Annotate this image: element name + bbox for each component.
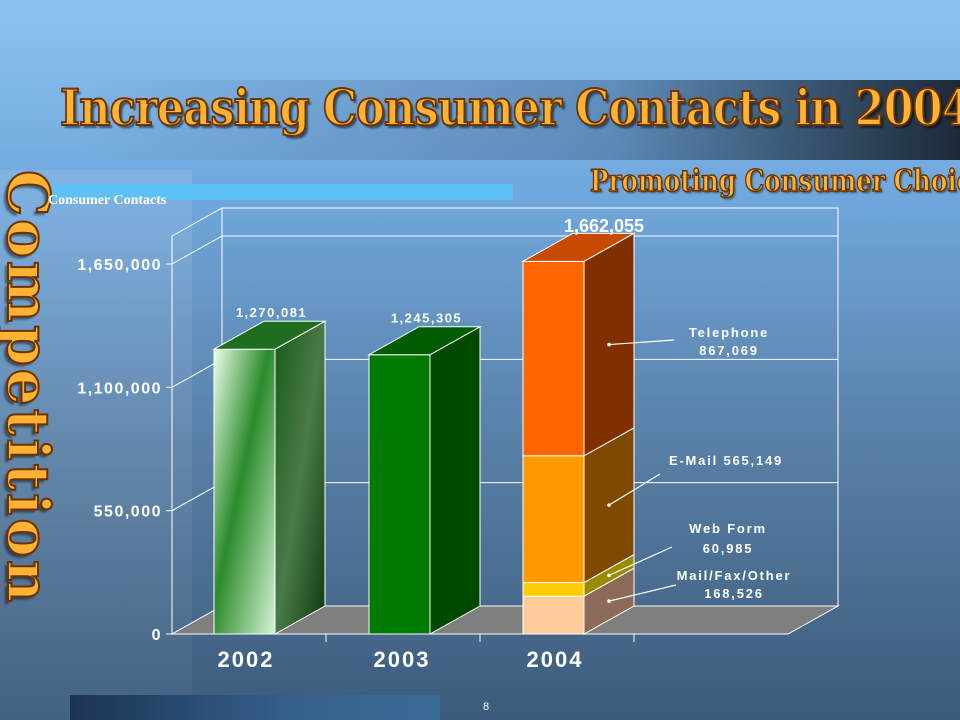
callout-line-e-mail	[608, 473, 661, 506]
bar-2004-mail-fax-other-front	[522, 595, 585, 635]
bar-2003-top	[367, 326, 482, 356]
bar-2003-side	[429, 325, 481, 635]
callout-line-web-form	[608, 546, 673, 576]
bar-2002-top	[212, 320, 327, 350]
callout-line-mail-fax-other	[608, 584, 677, 602]
bar-2004-telephone-front	[522, 260, 585, 457]
segment-label-web-form: Web Form	[689, 521, 767, 536]
bar-2003-front	[368, 354, 431, 635]
category-label-2002: 2002	[218, 647, 275, 672]
y-tick-label: 1,650,000	[77, 257, 162, 274]
slide-subtitle: Promoting Consumer Choice	[589, 163, 960, 200]
bar-2004-e-mail-front	[522, 455, 585, 584]
segment-label-e-mail: E-Mail 565,149	[669, 453, 783, 468]
value-label-2003: 1,245,305	[391, 311, 462, 326]
y-tick-label: 0	[152, 627, 162, 644]
callout-line-telephone	[608, 339, 675, 346]
segment-label-mail-fax-other: Mail/Fax/Other	[677, 568, 792, 583]
title-bar	[80, 80, 960, 160]
bar-2004-web-form-front	[522, 582, 585, 597]
footer-bar	[70, 695, 440, 720]
segment-label-web-form: 60,985	[703, 541, 754, 556]
bar-2002-side	[274, 320, 326, 635]
accent-line	[48, 184, 513, 200]
category-label-2003: 2003	[374, 647, 431, 672]
callout-point-web-form	[607, 573, 611, 578]
segment-label-telephone: 867,069	[699, 343, 759, 358]
y-axis-title: Consumer Contacts	[48, 193, 167, 208]
callout-point-e-mail	[607, 503, 611, 507]
y-tick-label: 1,100,000	[77, 380, 162, 397]
gridline-diagonal	[171, 235, 223, 265]
bar-2002-front	[213, 348, 276, 635]
category-label-2004: 2004	[527, 647, 584, 672]
callout-point-telephone	[607, 342, 611, 347]
slide-title: Increasing Consumer Contacts in 2004	[59, 77, 960, 138]
callout-point-mail-fax-other	[607, 599, 611, 603]
value-label-2004: 1,662,055	[564, 216, 644, 236]
value-label-2002: 1,270,081	[236, 305, 307, 320]
bar-2004-telephone-top	[521, 232, 636, 262]
page-number: 8	[482, 701, 490, 713]
segment-label-mail-fax-other: 168,526	[704, 586, 764, 601]
y-tick-label: 550,000	[94, 504, 162, 521]
left-background-band	[0, 170, 192, 720]
segment-label-telephone: Telephone	[689, 325, 769, 340]
